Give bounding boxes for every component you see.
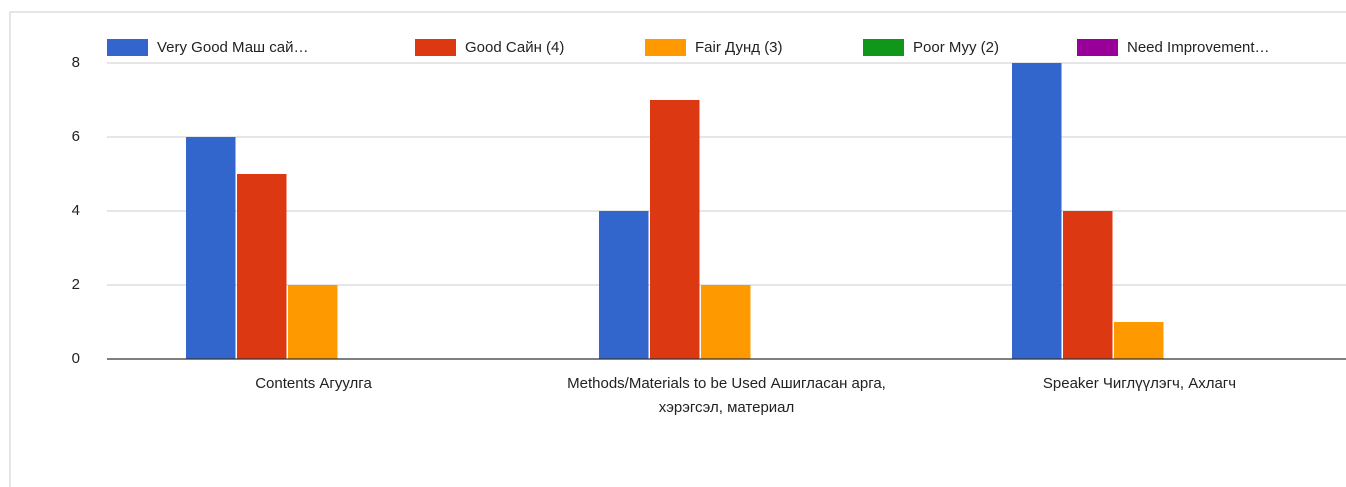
- bar: [650, 100, 700, 359]
- y-tick-label: 4: [72, 202, 80, 219]
- x-tick-label: Methods/Materials to be Used Ашигласан а…: [567, 375, 886, 416]
- y-tick-label: 6: [72, 128, 80, 145]
- legend-label: Very Good Маш сай…: [157, 39, 308, 56]
- bar: [1114, 322, 1164, 359]
- y-tick-label: 8: [72, 54, 80, 71]
- legend-label: Fair Дунд (3): [695, 39, 783, 56]
- legend-swatch: [1077, 39, 1118, 56]
- legend-label: Good Сайн (4): [465, 39, 564, 56]
- bar: [1063, 211, 1113, 359]
- y-tick-label: 0: [72, 350, 80, 367]
- legend-swatch: [645, 39, 686, 56]
- bar: [288, 285, 338, 359]
- x-tick-label: Speaker Чиглүүлэгч, Ахлагч: [1042, 375, 1237, 392]
- legend-swatch: [415, 39, 456, 56]
- legend-swatch: [863, 39, 904, 56]
- frame: [9, 11, 1346, 487]
- bar: [701, 285, 751, 359]
- y-tick-label: 2: [72, 276, 80, 293]
- x-tick-label: Contents Агуулга: [255, 375, 372, 392]
- bar: [1012, 63, 1062, 359]
- bar: [237, 174, 287, 359]
- legend-label: Need Improvement…: [1127, 39, 1270, 56]
- bar: [599, 211, 649, 359]
- bar: [186, 137, 236, 359]
- legend-label: Poor Муу (2): [913, 39, 999, 56]
- legend-swatch: [107, 39, 148, 56]
